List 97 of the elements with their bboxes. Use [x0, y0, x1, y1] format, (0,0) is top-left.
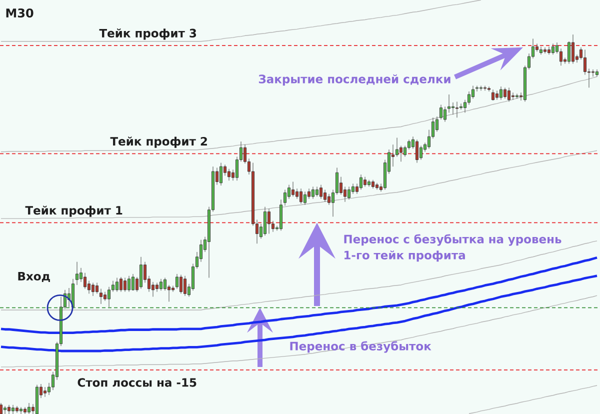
candlestick	[8, 404, 11, 414]
candlestick	[284, 190, 287, 206]
candlestick	[176, 274, 179, 289]
candlestick	[308, 188, 311, 200]
candlestick	[515, 93, 519, 99]
candlestick	[124, 278, 127, 292]
candlestick	[415, 139, 419, 164]
candlestick	[84, 272, 87, 289]
candlestick	[156, 282, 159, 292]
candlestick	[443, 106, 447, 122]
candlestick	[28, 402, 31, 414]
candlestick	[120, 276, 123, 292]
candlestick	[228, 168, 231, 181]
candlestick	[459, 103, 463, 110]
candlestick	[315, 186, 319, 197]
candlestick	[132, 274, 135, 291]
candlestick	[320, 184, 323, 200]
candlestick	[375, 182, 379, 190]
candlestick	[92, 282, 95, 296]
candlestick	[295, 188, 299, 200]
candlestick	[268, 208, 271, 234]
candlestick	[88, 280, 91, 294]
ref-line-label: Стоп лоссы на -15	[78, 378, 196, 387]
candlestick	[419, 145, 423, 160]
candlestick	[547, 46, 551, 55]
candlestick	[559, 48, 563, 66]
candlestick	[180, 274, 183, 294]
candlestick	[72, 278, 75, 310]
candlestick	[543, 47, 547, 54]
candlestick	[328, 194, 331, 206]
candlestick	[340, 176, 343, 195]
candlestick	[344, 186, 347, 202]
candlestick	[439, 104, 443, 120]
candlestick	[280, 199, 283, 231]
candlestick	[359, 174, 363, 190]
candlestick	[591, 69, 594, 77]
candlestick	[96, 282, 99, 294]
chart-title: M30	[6, 8, 34, 18]
candlestick	[288, 184, 291, 200]
candlestick	[324, 190, 327, 202]
candlestick	[371, 180, 375, 189]
candlestick	[140, 256, 143, 289]
candlestick	[4, 406, 7, 414]
candlestick	[16, 406, 19, 414]
candlestick	[455, 101, 459, 118]
candlestick	[499, 86, 503, 100]
candlestick	[539, 46, 543, 55]
candlestick	[220, 162, 223, 186]
annotation: Вход	[18, 272, 50, 282]
candlestick	[311, 186, 315, 200]
candlestick	[495, 90, 499, 100]
candlestick	[128, 276, 131, 292]
candlestick	[351, 183, 355, 194]
candlestick	[471, 86, 475, 99]
candlestick	[399, 145, 403, 162]
candlestick	[172, 286, 175, 292]
candlestick	[291, 182, 295, 197]
candlestick	[551, 43, 554, 55]
candlestick	[348, 186, 351, 200]
candlestick	[300, 188, 303, 204]
candlestick	[507, 87, 511, 102]
candlestick	[583, 49, 587, 75]
candlestick	[184, 276, 187, 296]
candlestick	[264, 206, 267, 236]
candlestick	[451, 102, 455, 115]
candlestick	[108, 286, 111, 308]
candlestick	[511, 92, 515, 100]
candlestick	[368, 180, 371, 187]
candlestick	[100, 288, 103, 304]
candlestick	[76, 262, 79, 286]
candlestick	[104, 292, 107, 302]
candlestick	[12, 404, 15, 414]
candlestick	[24, 406, 27, 414]
candlestick	[571, 34, 574, 64]
candlestick	[567, 41, 571, 64]
annotation: Закрытие последней сделки	[258, 74, 450, 86]
candlestick	[116, 278, 119, 292]
ref-line-label: Тейк профит 2	[110, 136, 207, 148]
annotation: Перенос в безубыток	[290, 341, 432, 353]
candlestick	[487, 86, 491, 92]
candlestick	[395, 138, 399, 157]
candlestick	[20, 406, 23, 414]
candlestick	[304, 191, 307, 206]
candlestick	[164, 278, 167, 291]
candlestick	[152, 282, 155, 297]
candlestick	[503, 87, 507, 99]
candlestick	[364, 176, 367, 187]
ref-line-label: Тейк профит 1	[25, 206, 122, 217]
candlestick	[44, 386, 47, 398]
annotation: Перенос с безубытка на уровень 1-го тейк профита	[344, 234, 562, 262]
candlestick	[447, 94, 451, 113]
candlestick	[595, 69, 598, 77]
candlestick	[160, 278, 163, 291]
ref-line-label: Тейк профит 3	[99, 28, 196, 40]
candlestick	[491, 89, 495, 101]
candlestick	[404, 145, 407, 157]
candlestick	[467, 91, 471, 105]
